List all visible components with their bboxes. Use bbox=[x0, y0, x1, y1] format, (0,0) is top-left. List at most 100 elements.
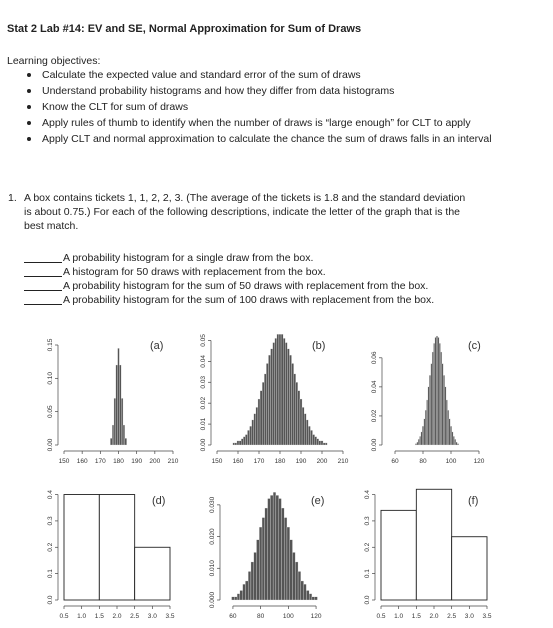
answer-blank bbox=[24, 293, 62, 305]
bar bbox=[266, 363, 269, 446]
bar bbox=[253, 552, 257, 601]
x-tick-label: 2.0 bbox=[112, 613, 121, 620]
bar bbox=[434, 337, 437, 446]
x-tick-label: 150 bbox=[212, 458, 223, 465]
bar bbox=[320, 440, 324, 446]
bar bbox=[426, 399, 429, 446]
bar bbox=[311, 596, 315, 601]
bar bbox=[445, 399, 448, 446]
bar bbox=[314, 596, 318, 601]
bar bbox=[272, 342, 275, 446]
bar bbox=[380, 509, 417, 601]
bar bbox=[285, 342, 288, 446]
description: A probability histogram for the sum of 5… bbox=[63, 280, 429, 292]
x-tick-label: 60 bbox=[391, 458, 399, 465]
bar bbox=[267, 498, 271, 601]
bar bbox=[117, 348, 120, 446]
y-tick-label: 0.4 bbox=[364, 490, 371, 499]
description: A probability histogram for the sum of 1… bbox=[63, 294, 435, 306]
x-tick-label: 80 bbox=[257, 613, 265, 620]
bar bbox=[234, 442, 238, 446]
bar bbox=[275, 495, 279, 601]
bar bbox=[270, 348, 273, 446]
bar bbox=[243, 436, 246, 446]
bar bbox=[295, 561, 299, 601]
bar bbox=[437, 337, 440, 446]
y-tick-label: 0.000 bbox=[209, 591, 216, 608]
bar bbox=[443, 375, 445, 446]
bar bbox=[280, 334, 284, 446]
bar bbox=[308, 426, 311, 446]
objective: Apply CLT and normal approximation to ca… bbox=[24, 132, 494, 146]
bar bbox=[297, 390, 301, 446]
bar bbox=[134, 546, 171, 601]
bar bbox=[245, 434, 248, 446]
bar bbox=[451, 536, 488, 601]
bar bbox=[293, 373, 296, 446]
bar bbox=[251, 419, 254, 446]
y-tick-label: 0.1 bbox=[47, 569, 54, 578]
bar bbox=[310, 430, 313, 446]
x-tick-label: 80 bbox=[419, 458, 427, 465]
bar bbox=[253, 413, 256, 446]
x-tick-label: 180 bbox=[275, 458, 286, 465]
y-tick-label: 0.030 bbox=[209, 496, 216, 513]
y-tick-label: 0.04 bbox=[371, 380, 378, 393]
y-tick-label: 0.010 bbox=[209, 560, 216, 577]
bar bbox=[447, 409, 450, 446]
descriptions: A probability histogram for a single dra… bbox=[24, 251, 434, 307]
bar bbox=[300, 580, 304, 601]
bar bbox=[289, 539, 293, 601]
y-tick-label: 0.01 bbox=[200, 417, 207, 430]
bar bbox=[256, 539, 260, 601]
bar bbox=[429, 375, 431, 446]
x-tick-label: 170 bbox=[254, 458, 265, 465]
description-row: A probability histogram for the sum of 1… bbox=[24, 293, 434, 307]
bar bbox=[316, 438, 319, 446]
answer-blank bbox=[24, 279, 62, 291]
bar bbox=[113, 398, 116, 446]
x-tick-label: 210 bbox=[338, 458, 349, 465]
panel-label: (b) bbox=[312, 340, 325, 352]
panel-label: (a) bbox=[150, 340, 163, 352]
bar bbox=[245, 580, 249, 601]
bar bbox=[282, 338, 286, 446]
bar bbox=[287, 348, 290, 446]
bar bbox=[234, 596, 238, 601]
y-tick-label: 0.03 bbox=[200, 376, 207, 389]
x-tick-label: 3.5 bbox=[482, 613, 491, 620]
x-tick-label: 120 bbox=[474, 458, 485, 465]
bar bbox=[276, 334, 280, 446]
question-text: A box contains tickets 1, 1, 2, 2, 3. (T… bbox=[24, 192, 466, 232]
x-tick-label: 3.5 bbox=[165, 613, 174, 620]
bar bbox=[295, 382, 298, 446]
bar bbox=[306, 590, 310, 601]
bar bbox=[452, 436, 455, 446]
bar bbox=[236, 593, 241, 601]
description: A probability histogram for a single dra… bbox=[63, 252, 314, 264]
bar bbox=[264, 373, 267, 446]
bar bbox=[122, 424, 126, 446]
description: A histogram for 50 draws with replacemen… bbox=[63, 266, 326, 278]
bar bbox=[299, 398, 303, 446]
y-tick-label: 0.0 bbox=[47, 595, 54, 604]
y-tick-label: 0.3 bbox=[364, 516, 371, 525]
y-tick-label: 0.10 bbox=[47, 372, 54, 385]
y-tick-label: 0.020 bbox=[209, 528, 216, 545]
bar bbox=[247, 430, 250, 446]
bar bbox=[297, 571, 301, 601]
bar bbox=[115, 364, 118, 446]
bar bbox=[270, 495, 274, 601]
bar bbox=[417, 439, 420, 446]
y-tick-label: 0.3 bbox=[47, 516, 54, 525]
x-tick-label: 150 bbox=[59, 458, 70, 465]
bar bbox=[422, 425, 424, 446]
bar bbox=[324, 442, 328, 446]
bar bbox=[457, 443, 459, 446]
x-tick-label: 2.5 bbox=[130, 613, 139, 620]
bar bbox=[314, 436, 317, 446]
bar bbox=[450, 425, 452, 446]
bar bbox=[111, 424, 115, 446]
